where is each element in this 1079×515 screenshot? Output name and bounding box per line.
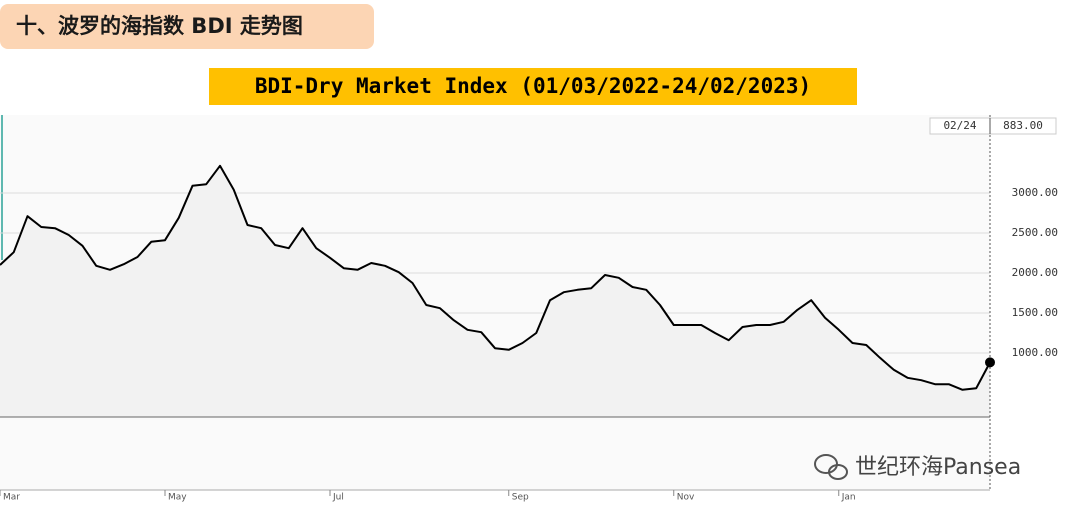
watermark: 世纪环海Pansea (855, 455, 1021, 480)
y-tick-label: 1500.00 (1012, 306, 1058, 319)
end-point (985, 357, 995, 368)
y-tick-label: 3000.00 (1012, 186, 1058, 199)
plot-bg (0, 115, 990, 490)
section-header: 十、波罗的海指数 BDI 走势图 (0, 4, 374, 49)
annotation-value: 883.00 (1003, 119, 1043, 132)
y-tick-label: 2500.00 (1012, 226, 1058, 239)
x-tick-label: May (168, 493, 187, 503)
x-tick-label: Mar (3, 493, 20, 503)
annotation-date: 02/24 (943, 119, 976, 132)
x-tick-label: Jan (841, 493, 856, 503)
area-fill (0, 165, 990, 417)
annotation-box (929, 117, 1057, 135)
y-tick-label: 1000.00 (1012, 346, 1058, 359)
x-tick-label: Sep (512, 493, 529, 503)
watermark-icon (814, 454, 848, 480)
x-tick-label: Jul (332, 493, 344, 503)
x-tick-label: Nov (677, 493, 695, 503)
chart-title: BDI-Dry Market Index (01/03/2022-24/02/2… (209, 68, 857, 105)
line (0, 164, 991, 391)
y-tick-label: 2000.00 (1012, 266, 1058, 279)
